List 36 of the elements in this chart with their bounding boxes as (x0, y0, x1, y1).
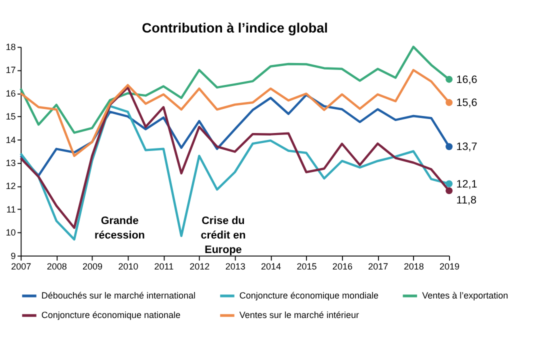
y-tick-label: 17 (6, 65, 16, 76)
annotation: Crise du crédit en Europe (200, 215, 246, 256)
x-tick-label: 2011 (154, 262, 174, 272)
y-tick-label: 9 (10, 250, 16, 261)
x-tick-label: 2019 (440, 262, 460, 272)
legend-label: Ventes à l’exportation (422, 290, 508, 301)
y-tick-label: 13 (6, 158, 16, 168)
y-tick-label: 18 (6, 42, 16, 52)
x-tick-label: 2018 (404, 262, 424, 272)
legend-label: Conjoncture économique nationale (41, 310, 181, 320)
data-label: 12,1 (456, 178, 478, 190)
x-tick-label: 2012 (190, 262, 210, 272)
x-tick-label: 2013 (225, 262, 246, 272)
x-tick-label: 2007 (11, 262, 32, 272)
y-tick-label: 15 (6, 112, 16, 122)
y-tick-label: 16 (6, 88, 16, 98)
x-tick-label: 2010 (118, 262, 138, 272)
x-tick-label: 2015 (296, 262, 317, 272)
y-tick-label: 10 (6, 228, 16, 238)
data-label: 11,8 (456, 194, 476, 206)
data-label: 13,7 (456, 141, 478, 154)
x-tick-label: 2014 (261, 262, 282, 272)
data-label: 15,6 (456, 97, 478, 110)
x-tick-label: 2009 (82, 262, 103, 272)
x-tick-label: 2017 (368, 262, 388, 272)
annotation: Grande récession (94, 215, 145, 242)
y-tick-label: 11 (6, 204, 16, 214)
legend-label: Conjoncture économique mondiale (239, 290, 378, 301)
x-tick-label: 2016 (332, 262, 352, 272)
y-tick-label: 14 (6, 134, 16, 145)
data-label: 16,6 (456, 74, 478, 86)
legend-label: Ventes sur le marché intérieur (239, 310, 359, 320)
x-tick-label: 2008 (46, 262, 67, 272)
y-tick-label: 12 (6, 181, 16, 192)
legend-label: Débouchés sur le marché international (41, 290, 196, 301)
chart-title: Contribution à l’indice global (142, 20, 328, 36)
